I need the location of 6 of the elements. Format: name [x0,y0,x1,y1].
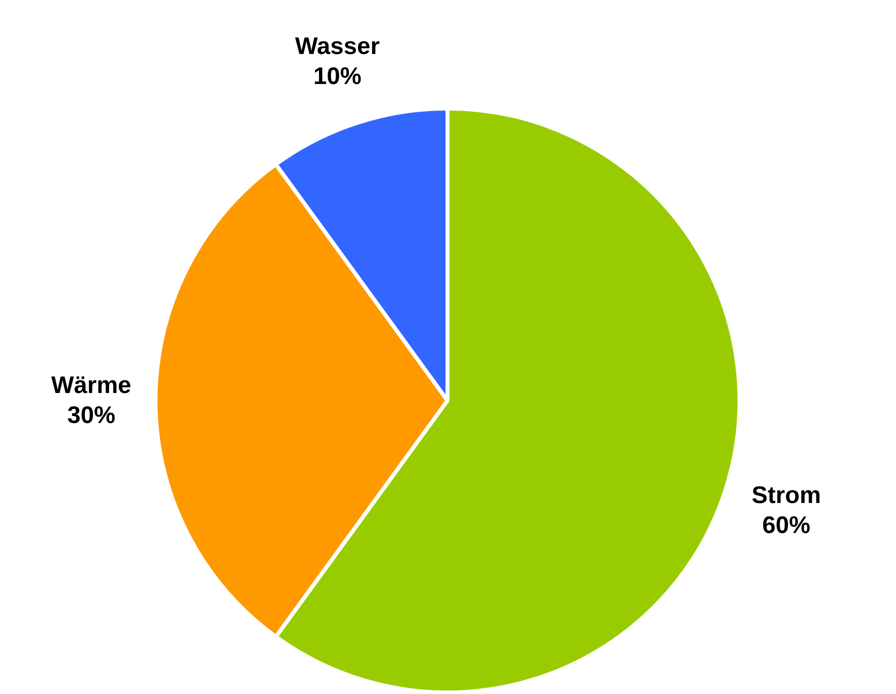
data-label: 60% [762,512,810,540]
slice-label: Wärme [51,372,132,399]
slice-label: Strom [752,482,821,510]
data-label: 30% [67,402,116,429]
data-label: 10% [313,63,362,90]
slice-label: Wasser [295,33,380,60]
